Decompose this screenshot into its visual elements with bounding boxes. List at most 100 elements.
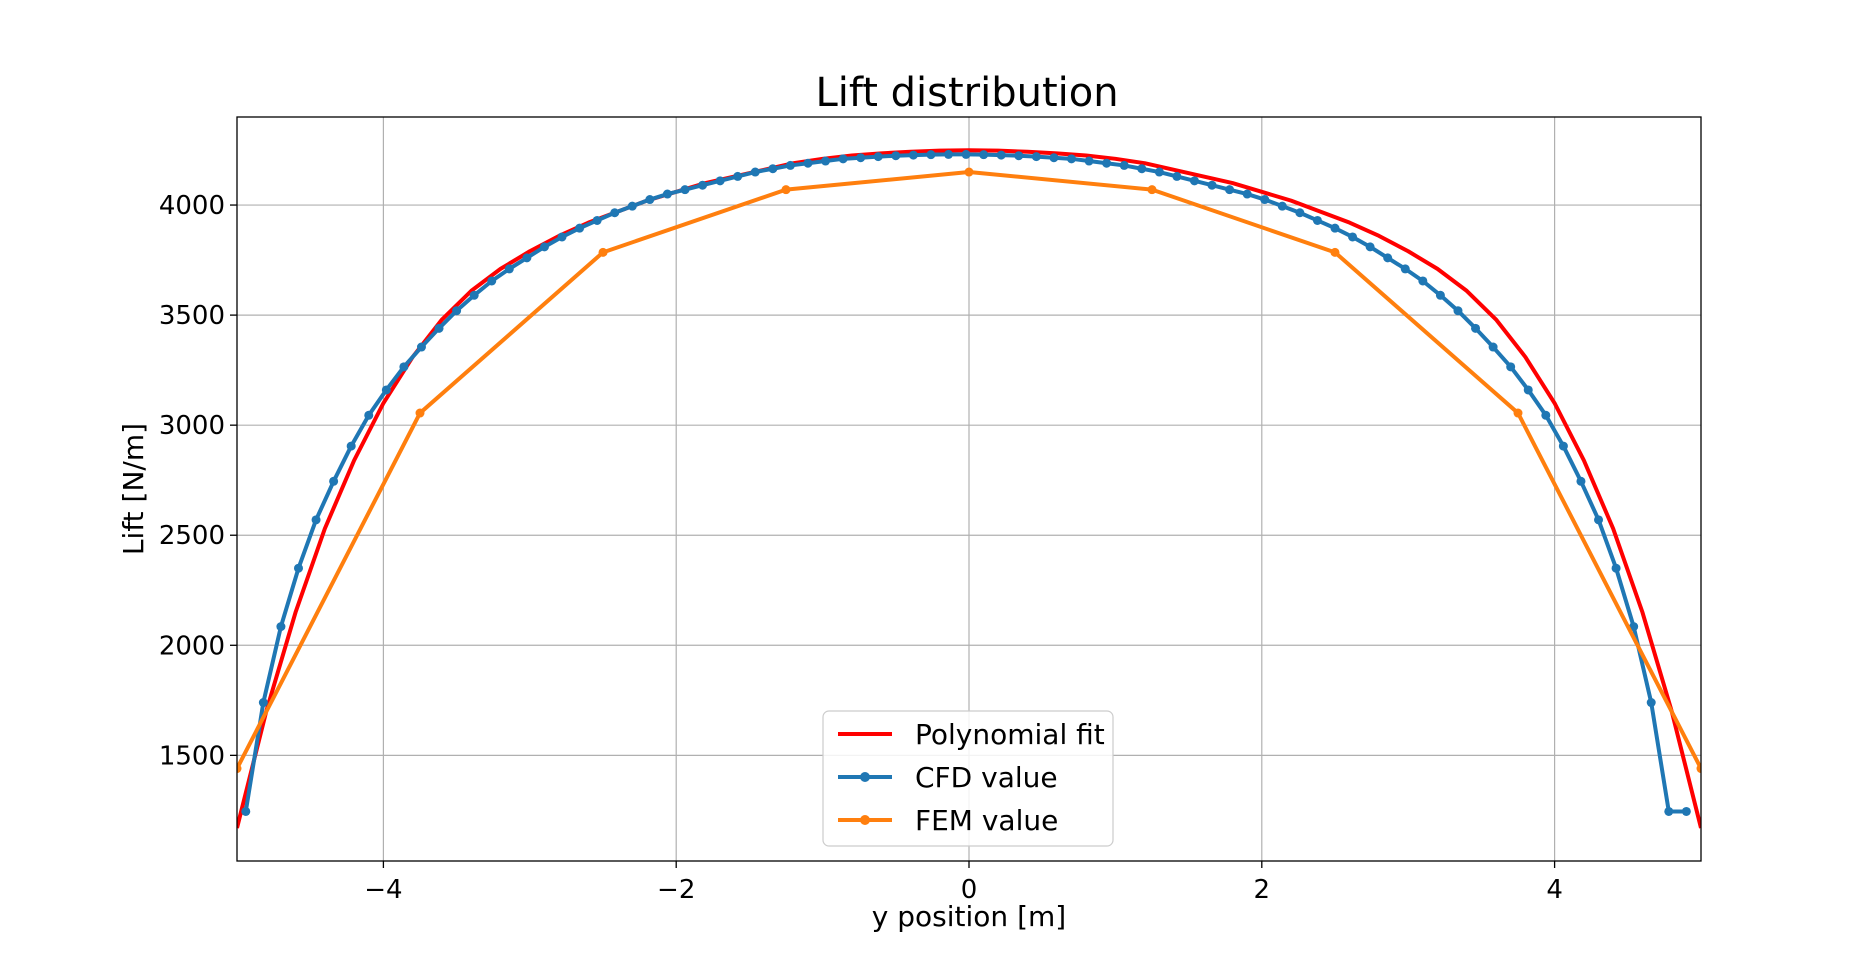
cfd-value-point [1102, 158, 1112, 168]
cfd-value-point [856, 153, 866, 163]
x-tick-label: −2 [657, 875, 695, 905]
cfd-value-point [715, 176, 725, 186]
cfd-value-point [346, 441, 356, 451]
cfd-value-point [1207, 180, 1217, 190]
cfd-value-point [311, 515, 321, 525]
cfd-value-point [1418, 276, 1428, 286]
cfd-value-point [838, 154, 848, 164]
legend-marker [860, 772, 870, 782]
cfd-value-point [1277, 201, 1287, 211]
chart-title: Lift distribution [815, 70, 1118, 116]
cfd-value-point [1435, 290, 1445, 300]
fem-value-point [964, 167, 974, 177]
legend-item-cfd-value: CFD value [838, 761, 1058, 794]
cfd-value-point [680, 185, 690, 195]
cfd-value-point [504, 264, 514, 274]
legend-box [822, 710, 1114, 847]
x-axis-ticks: −4 −2 0 2 4 [364, 861, 1563, 905]
cfd-value-point [1506, 362, 1516, 372]
cfd-value-point [539, 242, 549, 252]
y-tick-label: 2500 [159, 521, 225, 551]
y-tick-label: 3000 [159, 411, 225, 441]
cfd-value-point [891, 151, 901, 161]
legend-label: Polynomial fit [915, 718, 1105, 751]
legend: Polynomial fit CFD value FEM value [822, 710, 1114, 847]
cfd-value-point [329, 476, 339, 486]
series-layer [237, 148, 1701, 829]
cfd-value-point [1189, 176, 1199, 186]
cfd-value-point [1523, 385, 1533, 395]
cfd-value-point [1312, 215, 1322, 225]
cfd-value-point [399, 362, 409, 372]
fem-value-point [415, 408, 425, 418]
cfd-value-point [996, 150, 1006, 160]
cfd-value-point [961, 149, 971, 159]
fem-value-point [598, 247, 608, 257]
cfd-value-point [1330, 223, 1340, 233]
cfd-value-point [768, 164, 778, 174]
cfd-value-point [944, 149, 954, 159]
y-axis-label: Lift [N/m] [117, 423, 150, 555]
x-tick-label: 2 [1254, 875, 1271, 905]
cfd-value-point [1576, 476, 1586, 486]
cfd-value-point [1664, 806, 1674, 816]
cfd-value-point [1154, 167, 1164, 177]
cfd-value-point [1119, 160, 1129, 170]
cfd-value-point [873, 152, 883, 162]
cfd-value-point [662, 189, 672, 199]
fem-value-point [781, 185, 791, 195]
cfd-value-point [979, 150, 989, 160]
cfd-value-point [1084, 156, 1094, 166]
cfd-value-point [381, 385, 391, 395]
cfd-value-point [733, 171, 743, 181]
cfd-value-point [575, 223, 585, 233]
cfd-value-point [785, 160, 795, 170]
cfd-value-point [803, 158, 813, 168]
cfd-value-point [258, 698, 268, 708]
cfd-value-point [1594, 515, 1604, 525]
cfd-value-point [1471, 323, 1481, 333]
cfd-value-point [1172, 171, 1182, 181]
cfd-value-point [364, 410, 374, 420]
legend-label: FEM value [915, 804, 1058, 837]
cfd-value-point [1014, 151, 1024, 161]
cfd-value-point [276, 622, 286, 632]
cfd-value-point [1365, 242, 1375, 252]
cfd-value-point [452, 306, 462, 316]
cfd-value-point [821, 156, 831, 166]
cfd-value-point [1031, 152, 1041, 162]
cfd-value-point [522, 253, 532, 263]
cfd-value-point [1541, 410, 1551, 420]
x-tick-label: 0 [961, 875, 978, 905]
series-cfd-value [241, 149, 1691, 816]
y-tick-label: 1500 [159, 741, 225, 771]
cfd-value-point [750, 167, 760, 177]
cfd-value-point [908, 150, 918, 160]
y-tick-label: 3500 [159, 301, 225, 331]
cfd-value-point [293, 563, 303, 573]
cfd-value-point [1453, 306, 1463, 316]
cfd-value-point [627, 201, 637, 211]
cfd-value-point [1066, 154, 1076, 164]
fem-value-point [237, 764, 242, 774]
cfd-value-point [1295, 208, 1305, 218]
cfd-value-point [1137, 164, 1147, 174]
legend-label: CFD value [915, 761, 1058, 794]
cfd-value-point [698, 180, 708, 190]
cfd-value-point [1646, 698, 1656, 708]
cfd-value-point [1611, 563, 1621, 573]
cfd-value-point [1260, 195, 1270, 205]
legend-marker [860, 815, 870, 825]
cfd-value-point [926, 150, 936, 160]
x-tick-label: −4 [364, 875, 402, 905]
y-tick-label: 2000 [159, 631, 225, 661]
cfd-value-point [241, 806, 251, 816]
y-axis-ticks: 1500 2000 2500 3000 3500 4000 [159, 191, 237, 771]
series-fem-value [237, 167, 1701, 774]
cfd-value-point [434, 323, 444, 333]
y-tick-label: 4000 [159, 191, 225, 221]
cfd-value-point [645, 195, 655, 205]
cfd-value-point [1383, 253, 1393, 263]
cfd-value-point [1348, 232, 1358, 242]
